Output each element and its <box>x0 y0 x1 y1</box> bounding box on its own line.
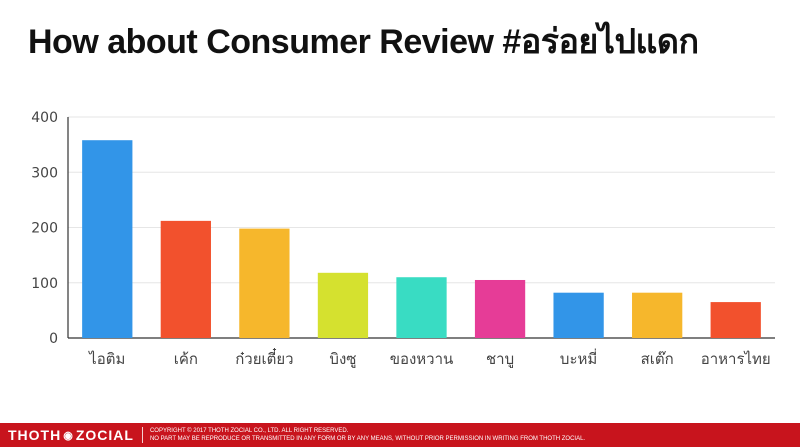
y-tick-label: 100 <box>31 276 58 292</box>
footer-bar: THOTH ◉ ZOCIAL COPYRIGHT © 2017 THOTH ZO… <box>0 423 800 447</box>
bar <box>160 220 211 338</box>
y-tick-label: 0 <box>49 331 58 347</box>
brand-name-right: ZOCIAL <box>75 427 134 443</box>
x-category-label: สเต๊ก <box>641 350 674 368</box>
x-category-label: บะหมี่ <box>560 348 597 368</box>
x-category-label: ก๋วยเตี๋ยว <box>235 347 293 368</box>
bar <box>239 228 290 338</box>
x-category-label: บิงซู <box>329 350 356 368</box>
notice-text: NO PART MAY BE REPRODUCE OR TRANSMITTED … <box>149 436 586 442</box>
slide-title: How about Consumer Review #อร่อยไปแดก <box>28 23 699 61</box>
bar <box>317 272 369 338</box>
brand-logo: THOTH ◉ ZOCIAL <box>0 427 143 443</box>
brand-name-left: THOTH <box>8 427 62 443</box>
bar <box>553 292 604 338</box>
bars <box>82 140 761 338</box>
footer-legal: COPYRIGHT © 2017 THOTH ZOCIAL CO., LTD. … <box>143 427 585 443</box>
bar <box>474 279 526 338</box>
copyright-text: COPYRIGHT © 2017 THOTH ZOCIAL CO., LTD. … <box>149 428 349 434</box>
x-category-label: ชาบู <box>486 350 514 368</box>
y-tick-labels: 0 100 200 300 400 <box>31 110 58 347</box>
y-tick-label: 200 <box>31 221 58 237</box>
bar <box>710 302 761 338</box>
brand-symbol-icon: ◉ <box>63 429 74 442</box>
x-category-label: ของหวาน <box>390 350 454 368</box>
bar-chart: 0 100 200 300 400 ไอติม เค้ก ก๋วยเตี๋ยว บิงซู ขอ… <box>31 110 775 368</box>
x-category-label: อาหารไทย <box>701 350 771 368</box>
bar <box>396 277 447 338</box>
x-category-labels: ไอติม เค้ก ก๋วยเตี๋ยว บิงซู ของหวาน ชาบู บะหมี… <box>88 347 771 368</box>
y-tick-label: 400 <box>31 110 58 126</box>
y-tick-label: 300 <box>31 165 58 181</box>
bar <box>82 140 133 338</box>
x-category-label: ไอติม <box>88 350 125 368</box>
bar <box>632 292 683 338</box>
x-category-label: เค้ก <box>174 350 198 368</box>
